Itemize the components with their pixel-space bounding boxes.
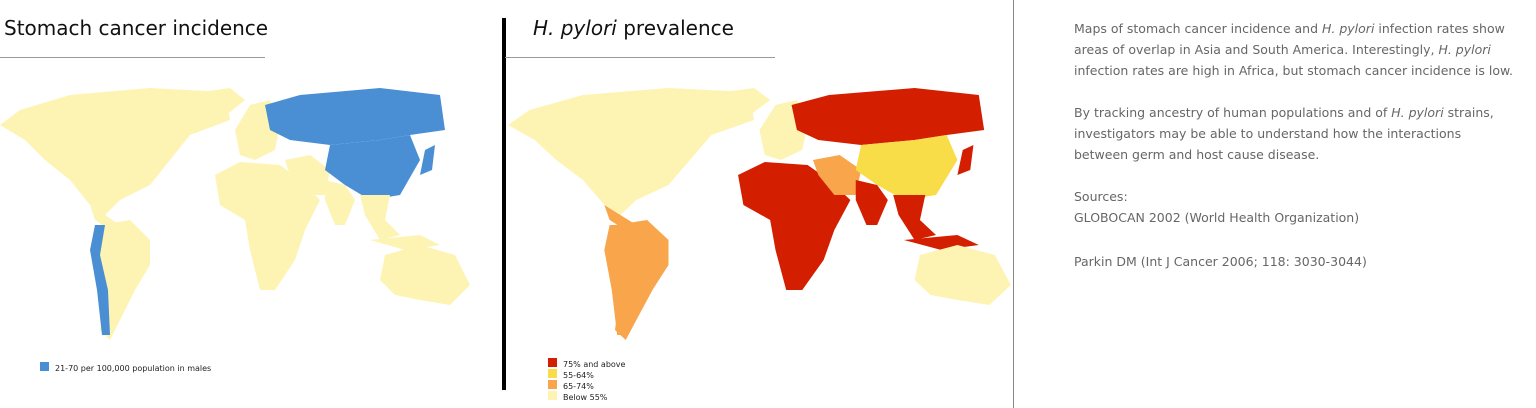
region <box>893 195 936 240</box>
region <box>604 225 626 335</box>
legend-label: 21-70 per 100,000 population in males <box>55 364 212 373</box>
region <box>957 145 974 175</box>
world-map <box>508 88 1011 340</box>
legend-label: 65-74% <box>563 382 594 391</box>
region <box>855 135 958 200</box>
legend-swatch <box>548 391 557 400</box>
legend: 75% and above 55-64% 65-74% Below 55% <box>548 358 625 402</box>
text-run: H. pylori <box>1391 105 1444 120</box>
region <box>285 155 330 195</box>
title-rule <box>505 57 775 58</box>
title-rule <box>0 57 265 58</box>
legend-item: 75% and above <box>548 358 625 369</box>
region <box>380 245 470 305</box>
sidebar: Maps of stomach cancer incidence and H. … <box>1074 18 1514 272</box>
region <box>325 135 420 200</box>
map-title: H. pylori prevalence <box>533 16 734 40</box>
text-run: infection rates show areas of overlap in… <box>1074 21 1505 57</box>
paragraph: By tracking ancestry of human population… <box>1074 102 1514 165</box>
divider <box>1013 0 1014 408</box>
text-run: strains, investigators may be able to un… <box>1074 105 1494 162</box>
region <box>508 88 755 215</box>
legend-label: 75% and above <box>563 360 626 369</box>
map-group <box>508 88 1011 340</box>
sources-label: Sources: <box>1074 189 1128 204</box>
legend-swatch <box>548 369 557 378</box>
legend-item: 21-70 per 100,000 population in males <box>40 362 211 373</box>
legend: 21-70 per 100,000 population in males <box>40 362 211 373</box>
world-map <box>0 88 470 340</box>
region <box>265 88 445 145</box>
legend-item: Below 55% <box>548 391 625 402</box>
text-run: By tracking ancestry of human population… <box>1074 105 1392 120</box>
region <box>855 180 888 225</box>
legend-item: 65-74% <box>548 380 625 391</box>
legend-swatch <box>548 358 557 367</box>
region <box>914 245 1011 305</box>
source: Parkin DM (Int J Cancer 2006; 118: 3030-… <box>1074 254 1367 269</box>
region <box>90 225 110 335</box>
region <box>180 88 245 120</box>
text-run: prevalence <box>616 16 734 40</box>
text-run: H. pylori <box>533 16 617 40</box>
legend-swatch <box>548 380 557 389</box>
region <box>325 180 355 225</box>
legend-swatch <box>40 362 49 371</box>
region <box>420 145 435 175</box>
text-run: Maps of stomach cancer incidence and <box>1074 21 1322 36</box>
legend-label: 55-64% <box>563 371 594 380</box>
map-title: Stomach cancer incidence <box>4 16 269 40</box>
region <box>791 88 985 145</box>
text-run: H. pylori <box>1438 42 1491 57</box>
source: GLOBOCAN 2002 (World Health Organization… <box>1074 210 1360 225</box>
region <box>738 162 851 290</box>
text-run: H. pylori <box>1322 21 1375 36</box>
region <box>700 88 771 120</box>
region <box>0 88 230 215</box>
paragraph: Maps of stomach cancer incidence and H. … <box>1074 18 1514 81</box>
region <box>812 155 862 195</box>
legend-item: 55-64% <box>548 369 625 380</box>
region <box>360 195 400 240</box>
divider <box>502 18 506 390</box>
text-run: infection rates are high in Africa, but … <box>1074 63 1514 78</box>
legend-label: Below 55% <box>563 393 608 402</box>
region <box>215 162 320 290</box>
